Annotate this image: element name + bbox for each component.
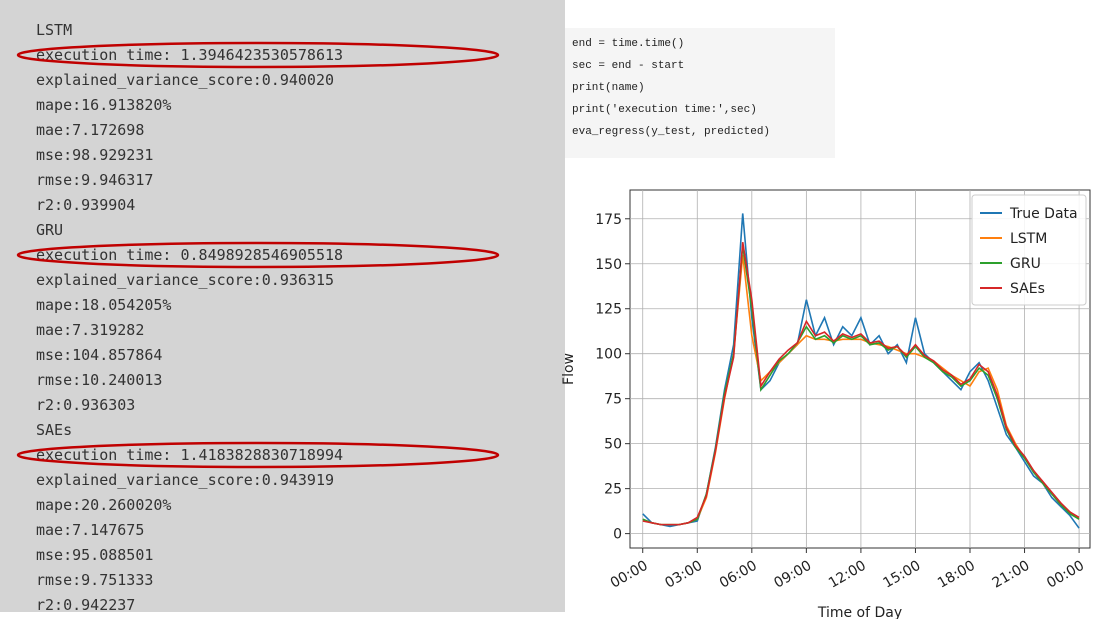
x-tick-label: 09:00	[771, 558, 814, 592]
console-line: explained_variance_score:0.940020	[36, 71, 334, 89]
console-line: r2:0.942237	[36, 596, 135, 614]
code-line: sec = end - start	[572, 60, 684, 72]
y-tick-label: 100	[595, 347, 622, 363]
console-line: execution time: 1.3946423530578613	[36, 46, 343, 64]
console-line: rmse:9.946317	[36, 171, 153, 189]
y-tick-label: 25	[604, 482, 622, 498]
console-line: mape:18.054205%	[36, 296, 171, 314]
console-line: mape:20.260020%	[36, 496, 171, 514]
x-tick-label: 00:00	[1044, 558, 1087, 592]
console-line: explained_variance_score:0.936315	[36, 271, 334, 289]
y-tick-label: 0	[613, 527, 622, 543]
y-tick-label: 150	[595, 257, 622, 273]
x-tick-label: 15:00	[881, 558, 924, 592]
console-line: execution time: 1.4183828830718994	[36, 446, 343, 464]
console-line: execution time: 0.8498928546905518	[36, 246, 343, 264]
console-line: mse:95.088501	[36, 546, 153, 564]
console-line: mape:16.913820%	[36, 96, 171, 114]
legend-label: SAEs	[1010, 281, 1045, 297]
x-tick-label: 06:00	[717, 558, 760, 592]
legend-label: LSTM	[1010, 231, 1047, 247]
console-line: SAEs	[36, 421, 72, 439]
x-tick-label: 03:00	[662, 558, 705, 592]
code-line: print('execution time:',sec)	[572, 104, 757, 116]
console-line: mae:7.172698	[36, 121, 144, 139]
console-line: GRU	[36, 221, 63, 239]
y-tick-label: 75	[604, 392, 622, 408]
console-line: rmse:10.240013	[36, 371, 162, 389]
x-tick-label: 00:00	[608, 558, 651, 592]
console-line: mae:7.147675	[36, 521, 144, 539]
x-tick-label: 12:00	[826, 558, 869, 592]
y-tick-label: 125	[595, 302, 622, 318]
console-line: mse:98.929231	[36, 146, 153, 164]
console-line: mae:7.319282	[36, 321, 144, 339]
x-axis-label: Time of Day	[817, 605, 902, 619]
console-line: rmse:9.751333	[36, 571, 153, 589]
console-line: LSTM	[36, 21, 72, 39]
console-line: r2:0.936303	[36, 396, 135, 414]
code-line: eva_regress(y_test, predicted)	[572, 126, 770, 138]
screenshot: LSTM execution time: 1.3946423530578613 ex…	[0, 0, 1095, 619]
page: LSTM execution time: 1.3946423530578613 ex…	[0, 0, 1095, 619]
console-line: explained_variance_score:0.943919	[36, 471, 334, 489]
code-line: end = time.time()	[572, 38, 684, 50]
legend-label: True Data	[1009, 206, 1078, 222]
legend-label: GRU	[1010, 256, 1041, 272]
code-line: print(name)	[572, 82, 645, 94]
x-tick-label: 18:00	[935, 558, 978, 592]
console-line: mse:104.857864	[36, 346, 162, 364]
console-line: r2:0.939904	[36, 196, 135, 214]
y-tick-label: 175	[595, 212, 622, 228]
y-axis-label: Flow	[561, 353, 577, 385]
x-tick-label: 21:00	[990, 558, 1033, 592]
y-tick-label: 50	[604, 437, 622, 453]
